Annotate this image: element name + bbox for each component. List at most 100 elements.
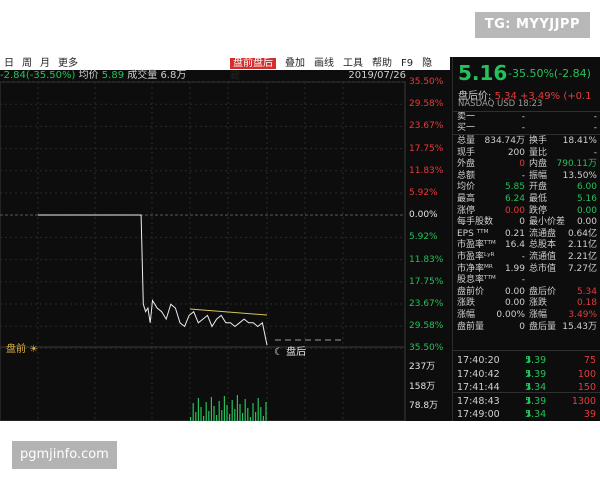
stat-label: EPS ᵀᵀᴹ	[457, 228, 489, 239]
stat-label: 每手股数	[457, 217, 494, 228]
period-tab[interactable]: 日	[4, 58, 14, 69]
stat-value: 2.11亿	[567, 240, 597, 251]
stat-label: 总量	[457, 136, 476, 146]
stat-value: 7.27亿	[567, 263, 597, 274]
avg-label: 均价	[78, 70, 99, 81]
stat-value: 0.21	[504, 228, 525, 239]
after-label: 盘后价:	[458, 91, 492, 102]
stat-value: -	[521, 252, 525, 262]
arrow-down-icon: ⬇	[525, 355, 533, 366]
volume-tick-label: 237万	[409, 362, 436, 372]
stat-value: 5.16	[576, 194, 597, 204]
volume-bar	[195, 412, 197, 421]
stat-label: 市盈率ᵀᵀᴹ	[457, 240, 496, 251]
volume-bar	[213, 406, 215, 421]
tick-volume: 150	[577, 382, 596, 393]
last-price: 5.16	[458, 61, 508, 85]
y-tick-label: 17.75%	[409, 143, 444, 154]
period-tab[interactable]: 周	[22, 58, 32, 69]
volume-bar	[203, 416, 205, 421]
chart-toolbar: 日周月更多 盘前盘后 叠加 画线 工具 帮助 F9 隐藏	[0, 57, 450, 82]
toolbar-menu-item[interactable]: 画线	[314, 58, 334, 69]
tick-volume: 1300	[571, 395, 596, 407]
stat-row: 股息率ᵀᵀᴹ -	[455, 275, 599, 286]
volume-bar	[190, 417, 192, 421]
stat-label: 涨停	[457, 205, 476, 216]
stat-label: 盘前价	[457, 286, 485, 297]
arrow-down-icon: ⬇	[525, 368, 533, 380]
stat-value: 18.41%	[562, 136, 597, 146]
stat-label: 总市值	[529, 263, 557, 274]
stat-label: 流通值	[529, 252, 557, 262]
tick-time: 17:41:44	[457, 382, 500, 393]
volume-bar	[200, 407, 202, 421]
price-line	[38, 214, 268, 346]
toolbar-menu-item[interactable]: 隐藏	[230, 58, 433, 82]
stat-label: 涨跌	[529, 298, 548, 309]
stat-value: 0.00	[504, 205, 525, 216]
plot-frame	[0, 81, 406, 421]
tick-row[interactable]: 17:41:44 5.34 ⬇ 150	[457, 382, 596, 393]
premarket-text: 盘前	[6, 344, 26, 355]
stat-value: 6.24	[504, 194, 525, 204]
stat-value: 0.00%	[496, 310, 525, 320]
stat-label: 量比	[529, 147, 548, 158]
y-tick-label: 0.00%	[409, 210, 438, 221]
stat-row: 总额 - 振幅 13.50%	[455, 171, 599, 182]
tick-time: 17:40:42	[457, 368, 500, 380]
stat-label: 跌停	[529, 205, 548, 216]
stat-value: 5.85	[504, 182, 525, 193]
stat-label: 总额	[457, 170, 476, 181]
tick-time: 17:49:00	[457, 409, 500, 420]
stat-label: 最小价差	[529, 217, 566, 228]
stat-value: 200	[507, 147, 525, 158]
stat-label: 内盘	[529, 159, 548, 170]
volume-tick-label: 158万	[409, 382, 436, 392]
volume-bar	[208, 411, 210, 421]
stat-value: 0.00	[504, 298, 525, 309]
tick-row[interactable]: 17:48:43 5.39 ⬇ 1300	[457, 395, 596, 407]
y-tick-label: 5.92%	[409, 188, 438, 198]
arrow-down-icon: ⬇	[525, 395, 533, 407]
toolbar-menu-item[interactable]: 帮助	[372, 58, 392, 69]
volume-bar	[255, 412, 257, 421]
afterhours-label: ☾ 盘后	[274, 343, 306, 358]
stat-row: 现手 200 量比 -	[455, 148, 599, 159]
stat-value: 0	[519, 321, 525, 332]
volume-bar	[221, 410, 223, 421]
tick-row[interactable]: 17:40:42 5.39 ⬇ 100	[457, 368, 596, 380]
intraday-chart[interactable]	[0, 57, 452, 421]
toolbar-menu-item[interactable]: 盘前盘后	[230, 58, 276, 69]
volume-bar	[234, 409, 236, 421]
y-tick-label: 11.83%	[409, 254, 444, 265]
orderbook-row: 买一 - -	[455, 123, 599, 134]
volume-bar	[216, 415, 218, 421]
y-tick-label: 35.50%	[409, 343, 444, 354]
y-tick-label: 23.67%	[409, 299, 444, 309]
stat-value: 0.00	[576, 205, 597, 216]
volume-bar	[242, 413, 244, 421]
period-tab[interactable]: 更多	[58, 58, 78, 69]
tick-row[interactable]: 17:49:00 5.34 ⬇ 39	[457, 409, 596, 420]
stat-value: -	[521, 275, 525, 286]
orderbook-price: -	[521, 123, 525, 133]
stat-row: 盘前量 0 盘后量 15.43万	[455, 322, 599, 333]
stat-label: 股息率ᵀᵀᴹ	[457, 275, 496, 286]
stat-label: 涨幅	[529, 310, 548, 320]
volume-bar	[229, 414, 231, 421]
volume-bar	[247, 408, 249, 421]
volume-bar	[218, 401, 220, 421]
stat-row: 市盈率ᴸʸᴿ - 流通值 2.21亿	[455, 252, 599, 263]
period-tab[interactable]: 月	[40, 58, 50, 69]
stat-label: 最高	[457, 194, 476, 204]
volume-bar	[244, 399, 246, 421]
toolbar-menu-item[interactable]: 工具	[343, 58, 363, 69]
toolbar-menu-item[interactable]: 叠加	[285, 58, 305, 69]
toolbar-menu-item[interactable]: F9	[401, 58, 414, 69]
stat-value: 6.00	[576, 182, 597, 193]
orderbook-volume: -	[593, 112, 597, 122]
y-tick-label: 35.50%	[409, 77, 444, 87]
tick-row[interactable]: 17:40:20 5.39 ⬇ 75	[457, 355, 596, 366]
panel-divider	[452, 111, 600, 112]
orderbook-price: -	[521, 112, 525, 122]
